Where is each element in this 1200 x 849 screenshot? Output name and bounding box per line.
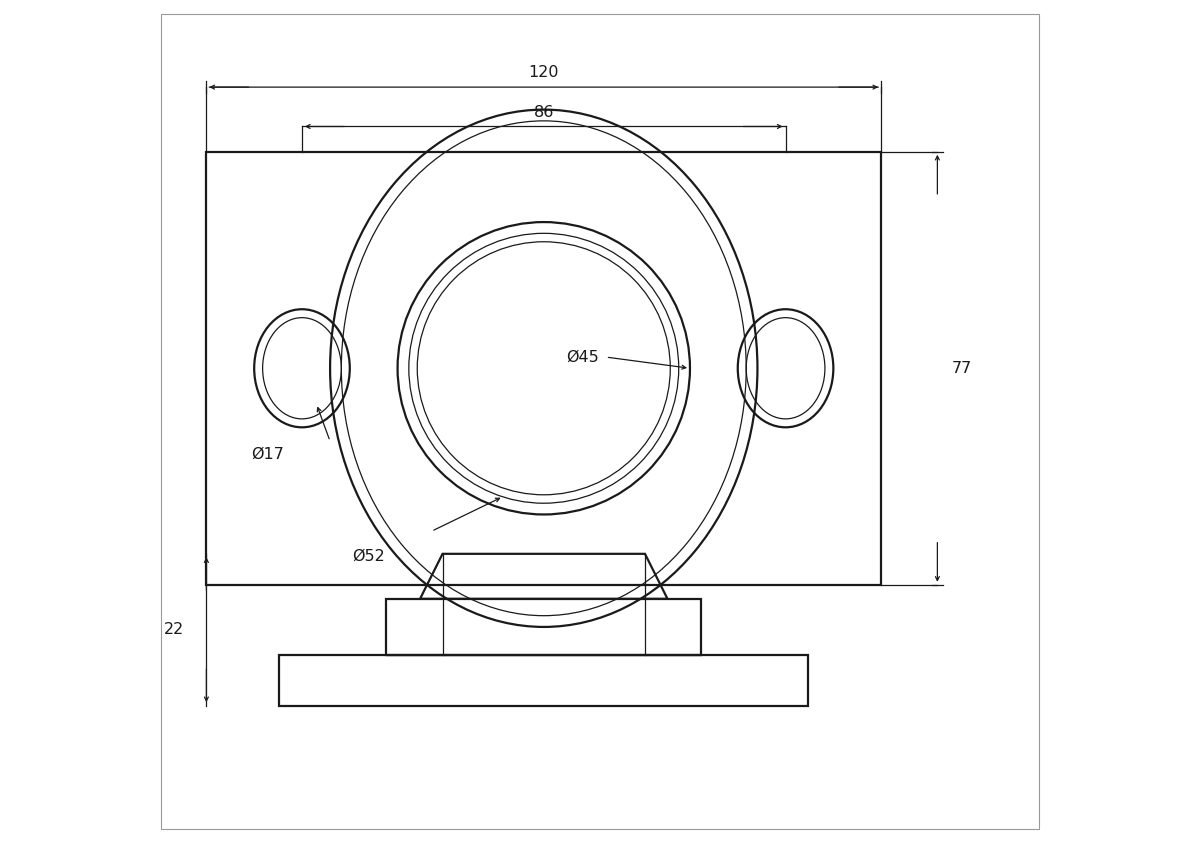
Text: 120: 120 [528,65,559,81]
Text: Ø45: Ø45 [566,350,599,364]
Bar [280,655,808,706]
Text: 22: 22 [163,622,184,638]
Text: 77: 77 [952,361,972,376]
Bar [206,152,881,585]
Text: Ø17: Ø17 [251,447,284,462]
Bar [386,599,701,655]
Text: 86: 86 [534,104,554,120]
Text: Ø52: Ø52 [353,548,385,563]
